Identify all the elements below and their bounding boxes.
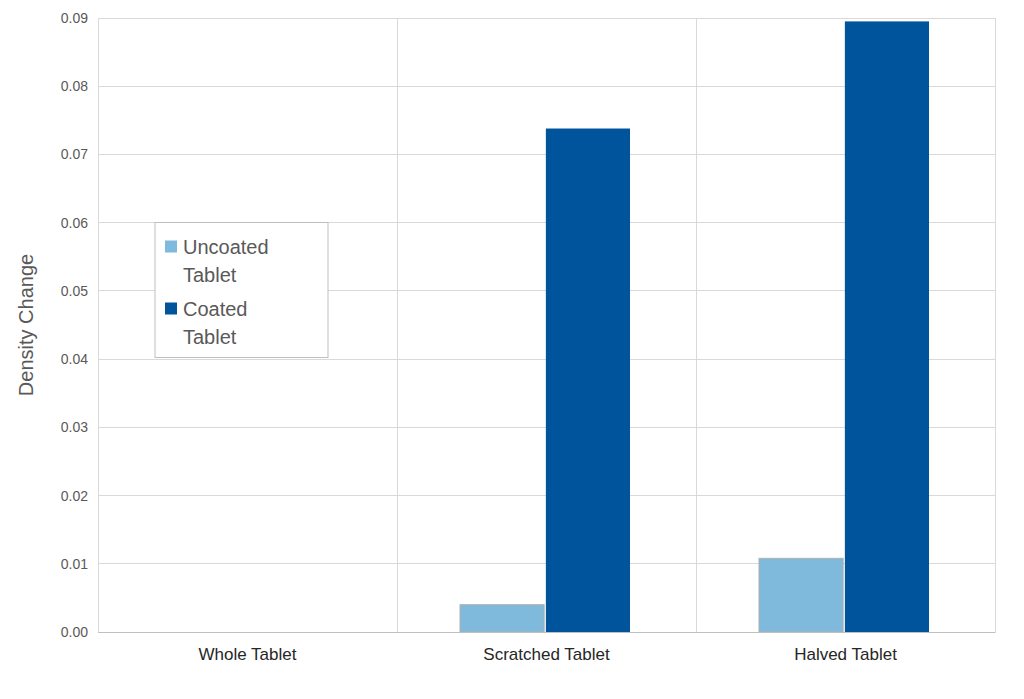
y-tick-label: 0.03 — [61, 419, 88, 435]
y-axis: 0.00 0.01 0.02 0.03 0.04 0.05 0.06 0.07 0.08 0.09 — [61, 10, 99, 640]
y-tick: 0.06 — [61, 215, 98, 231]
bar — [161, 632, 245, 633]
y-tick-label: 0.07 — [61, 146, 88, 162]
y-tick-label: 0.01 — [61, 556, 88, 572]
x-tick-label: Whole Tablet — [199, 645, 297, 664]
legend-swatch — [165, 241, 177, 253]
y-tick: 0.01 — [61, 556, 98, 572]
category-divider — [696, 18, 697, 632]
y-tick: 0.05 — [61, 283, 98, 299]
y-tick: 0.00 — [61, 624, 98, 640]
y-tick: 0.08 — [61, 78, 98, 94]
bar — [460, 605, 544, 632]
legend-label-line: Tablet — [183, 264, 237, 286]
y-tick: 0.04 — [61, 351, 98, 367]
y-tick-label: 0.04 — [61, 351, 88, 367]
y-tick-label: 0.02 — [61, 488, 88, 504]
chart: 0.00 0.01 0.02 0.03 0.04 0.05 0.06 0.07 0.08 0.09… — [0, 0, 1024, 699]
x-tick: Scratched Tablet — [483, 632, 610, 664]
bar — [546, 129, 630, 632]
legend-swatch — [165, 303, 177, 315]
y-axis-title: Density Change — [15, 254, 37, 396]
legend-entry: Uncoated Tablet — [165, 236, 269, 286]
legend-label: Coated Tablet — [183, 298, 248, 348]
legend-box — [155, 223, 328, 358]
category-divider — [995, 18, 996, 632]
bar — [247, 632, 331, 633]
y-tick-label: 0.00 — [61, 624, 88, 640]
grid-line — [98, 18, 995, 19]
legend: Uncoated Tablet Coated Tablet — [155, 223, 328, 358]
x-tick-label: Scratched Tablet — [483, 645, 610, 664]
bar — [759, 558, 843, 632]
x-tick: Halved Tablet — [794, 632, 897, 664]
grid — [98, 18, 995, 632]
y-tick: 0.07 — [61, 146, 98, 162]
legend-label: Uncoated Tablet — [183, 236, 269, 286]
y-tick-label: 0.08 — [61, 78, 88, 94]
legend-label-line: Uncoated — [183, 236, 269, 258]
legend-label-line: Tablet — [183, 326, 237, 348]
y-tick-label: 0.05 — [61, 283, 88, 299]
y-tick-label: 0.09 — [61, 10, 88, 26]
bar-series — [546, 21, 929, 632]
x-axis: Whole Tablet Scratched Tablet Halved Table… — [99, 632, 996, 664]
x-axis-line — [99, 632, 996, 633]
bars — [460, 21, 929, 632]
legend-entry: Coated Tablet — [165, 298, 248, 348]
bar-series — [460, 558, 843, 632]
bar — [845, 21, 929, 632]
y-tick-label: 0.06 — [61, 215, 88, 231]
category-divider — [397, 18, 398, 632]
y-tick: 0.09 — [61, 10, 98, 26]
x-tick: Whole Tablet — [199, 632, 297, 664]
y-tick: 0.02 — [61, 488, 98, 504]
legend-label-line: Coated — [183, 298, 248, 320]
y-tick: 0.03 — [61, 419, 98, 435]
plot-area: 0.00 0.01 0.02 0.03 0.04 0.05 0.06 0.07 0.08 0.09… — [61, 10, 996, 664]
x-tick-label: Halved Tablet — [794, 645, 897, 664]
y-axis-line — [98, 19, 99, 633]
